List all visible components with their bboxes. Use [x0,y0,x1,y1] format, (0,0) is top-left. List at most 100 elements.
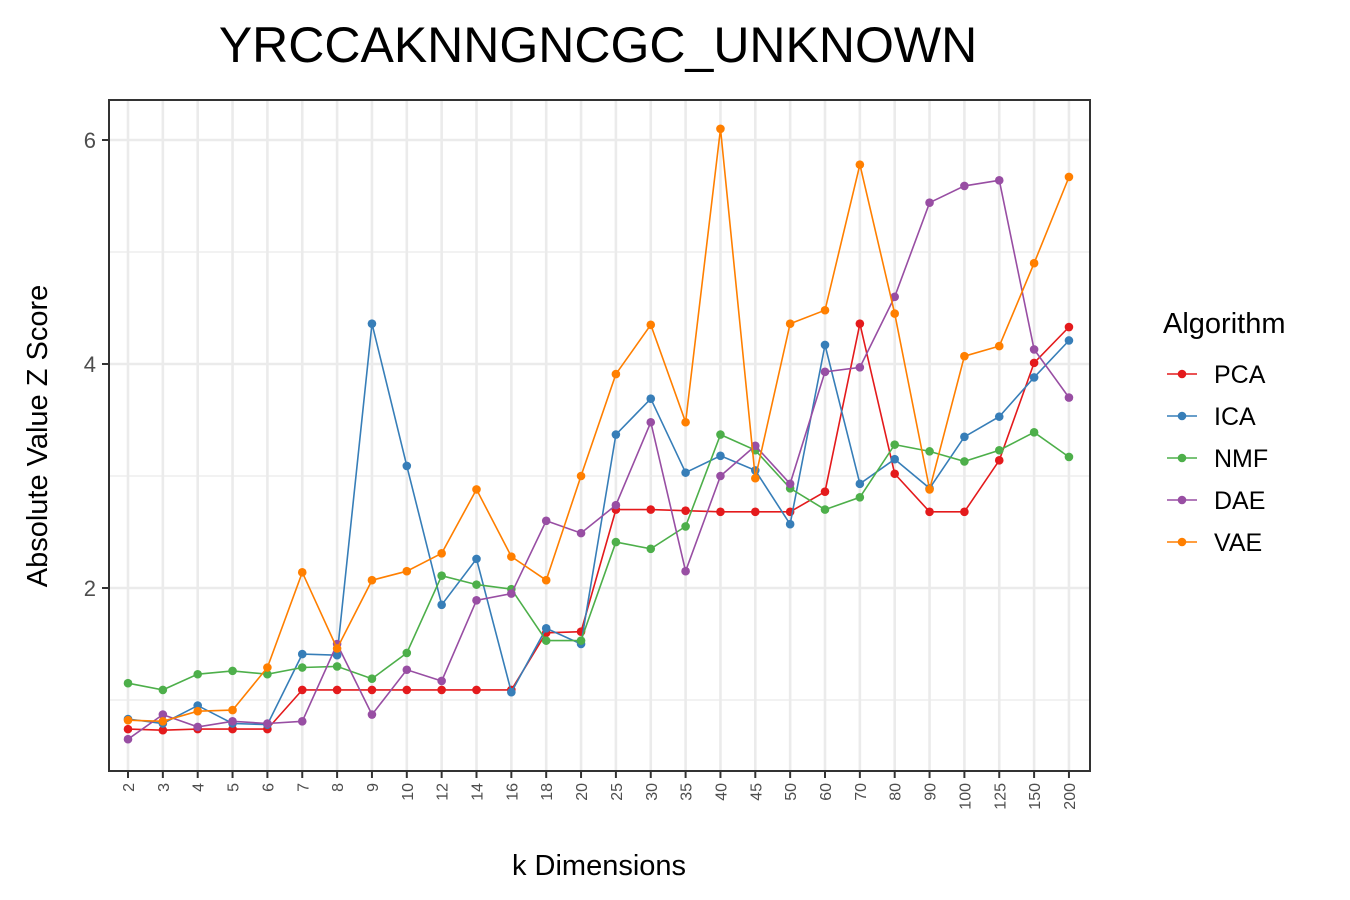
x-tick-label: 150 [1027,783,1044,810]
x-tick-label: 8 [330,783,347,792]
plot-panel-border [108,99,1091,772]
data-point [646,417,656,427]
data-point [437,676,446,686]
data-point [263,663,272,672]
data-point [820,305,830,315]
legend-item-ica: ICA [1167,403,1256,431]
data-point [994,412,1004,421]
data-point [960,181,969,191]
data-point [472,485,481,494]
legend-label: DAE [1214,487,1265,515]
data-point [541,575,551,585]
data-point [925,198,934,208]
y-axis-title: Absolute Value Z Score [22,285,54,588]
data-point [437,600,446,610]
data-point [611,430,621,439]
data-point [681,522,690,531]
data-point [785,319,795,328]
x-tick-label: 100 [957,783,974,810]
x-axis-title: k Dimensions [512,850,686,882]
series-dae [123,176,1074,744]
series-layer [123,124,1074,744]
x-tick-label: 20 [574,783,591,801]
data-point [123,715,133,725]
data-point [332,685,342,695]
data-point [576,528,586,538]
legend-label: NMF [1214,445,1268,473]
x-tick-label: 80 [888,783,905,801]
data-point [925,507,934,517]
series-line-pca [127,323,1070,732]
data-point [263,669,272,679]
x-tick-label: 7 [295,783,312,792]
data-point [402,648,412,658]
data-point [855,319,865,328]
data-point [960,507,969,517]
x-tick-label: 90 [923,783,940,801]
x-tick-label: 45 [748,783,765,801]
data-point [297,716,307,726]
data-point [1029,358,1039,368]
data-point [890,469,899,479]
data-point [472,580,481,589]
data-point [960,432,969,442]
data-point [820,340,830,350]
data-point [507,589,516,598]
data-point [855,479,865,489]
legend-label: PCA [1214,361,1266,389]
data-point [541,516,551,526]
data-point [193,669,202,679]
data-point [751,507,760,517]
data-point [193,722,202,732]
x-tick-label: 30 [644,783,661,801]
series-line-ica [127,323,1070,726]
data-point [611,537,621,547]
data-point [297,568,307,577]
data-point [681,468,690,477]
data-point [1064,393,1074,402]
data-point [402,665,412,675]
data-point [751,441,760,451]
legend-label: VAE [1214,529,1262,557]
x-tick-label: 12 [435,783,452,801]
x-tick-label: 40 [713,783,730,801]
data-point [751,473,760,483]
data-point [158,710,168,719]
data-point [123,734,133,744]
data-point [193,706,202,716]
data-point [785,479,795,489]
data-point [925,447,934,456]
x-tick-label: 5 [226,783,243,792]
data-point [611,500,621,510]
data-point [646,394,656,404]
x-tick-label: 4 [191,783,208,792]
data-point [855,363,865,372]
data-point [367,319,377,328]
series-pca [123,319,1074,735]
data-point [890,440,899,449]
data-point [507,552,516,561]
legend-key-point [1177,453,1187,463]
x-tick-label: 10 [400,783,417,801]
data-point [1064,452,1074,462]
data-point [472,596,481,605]
data-point [716,451,725,461]
data-point [994,456,1004,465]
data-point [437,685,446,695]
data-point [541,624,551,633]
data-point [367,575,377,585]
series-vae [123,124,1074,726]
x-tick-label: 60 [818,783,835,801]
data-point [228,666,237,676]
data-point [716,471,725,481]
x-tick-label: 6 [260,783,277,792]
data-point [123,678,133,688]
data-point [472,685,481,695]
legend: Algorithm PCA ICA NMF DAE VAE [1163,308,1286,557]
legend-key-point [1177,495,1187,505]
data-point [1029,258,1039,268]
legend-title: Algorithm [1163,308,1286,340]
legend-key-point [1177,411,1187,421]
x-tick-label: 70 [853,783,870,801]
